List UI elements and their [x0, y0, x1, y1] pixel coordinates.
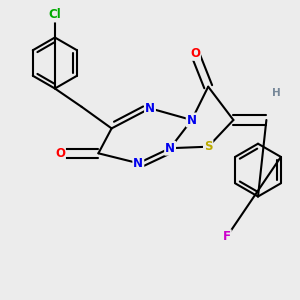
Text: S: S [204, 140, 212, 153]
Text: N: N [165, 142, 175, 155]
Text: O: O [55, 147, 65, 160]
Text: O: O [190, 47, 200, 60]
Text: N: N [133, 157, 143, 170]
Text: N: N [145, 102, 155, 115]
Text: H: H [272, 88, 280, 98]
Text: Cl: Cl [49, 8, 61, 22]
Text: F: F [223, 230, 231, 243]
Text: N: N [187, 113, 197, 127]
